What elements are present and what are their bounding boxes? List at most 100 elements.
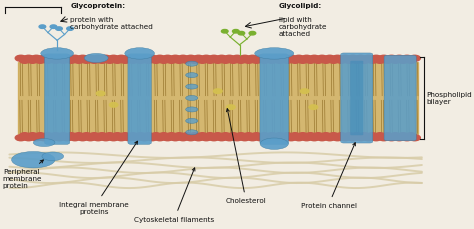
Circle shape — [201, 56, 212, 62]
Circle shape — [293, 56, 304, 62]
Text: Glycoprotein:: Glycoprotein: — [70, 3, 125, 9]
Ellipse shape — [84, 54, 108, 63]
Circle shape — [244, 59, 254, 64]
Circle shape — [19, 59, 30, 64]
Circle shape — [100, 56, 111, 62]
Text: Peripheral
membrane
protein: Peripheral membrane protein — [3, 160, 43, 188]
Circle shape — [332, 135, 343, 141]
Circle shape — [324, 56, 336, 62]
Circle shape — [170, 56, 181, 62]
Circle shape — [146, 135, 158, 141]
Circle shape — [38, 56, 50, 62]
Circle shape — [251, 59, 262, 64]
FancyBboxPatch shape — [350, 61, 363, 136]
Text: Glycolipid:: Glycolipid: — [279, 3, 322, 9]
Circle shape — [406, 133, 416, 139]
Circle shape — [112, 59, 122, 64]
Circle shape — [166, 133, 176, 139]
Circle shape — [247, 135, 258, 141]
Text: Cytoskeletal filaments: Cytoskeletal filaments — [134, 168, 215, 222]
Circle shape — [347, 135, 358, 141]
Circle shape — [371, 135, 382, 141]
Circle shape — [116, 135, 127, 141]
FancyBboxPatch shape — [128, 55, 151, 145]
Ellipse shape — [255, 49, 294, 60]
Circle shape — [390, 133, 401, 139]
Circle shape — [97, 133, 107, 139]
Circle shape — [251, 133, 262, 139]
Circle shape — [66, 59, 76, 64]
Circle shape — [317, 56, 328, 62]
Text: Cholesterol: Cholesterol — [226, 109, 266, 204]
Circle shape — [54, 135, 65, 141]
Text: lipid with
carbohydrate
attached: lipid with carbohydrate attached — [279, 17, 327, 37]
Circle shape — [359, 133, 370, 139]
Circle shape — [109, 103, 118, 108]
Circle shape — [355, 135, 366, 141]
Circle shape — [51, 59, 61, 64]
Circle shape — [401, 135, 413, 141]
Circle shape — [332, 56, 343, 62]
Circle shape — [309, 135, 320, 141]
Ellipse shape — [33, 139, 55, 147]
Ellipse shape — [186, 107, 198, 112]
Circle shape — [262, 56, 273, 62]
Circle shape — [344, 59, 354, 64]
Circle shape — [228, 59, 238, 64]
Circle shape — [89, 59, 100, 64]
Circle shape — [313, 133, 323, 139]
Ellipse shape — [42, 152, 64, 161]
Ellipse shape — [41, 49, 73, 60]
Circle shape — [139, 135, 150, 141]
Circle shape — [143, 59, 154, 64]
Ellipse shape — [186, 73, 198, 78]
Circle shape — [339, 56, 351, 62]
Circle shape — [290, 133, 300, 139]
Circle shape — [409, 56, 420, 62]
Circle shape — [262, 135, 273, 141]
Circle shape — [301, 90, 309, 94]
Circle shape — [197, 59, 208, 64]
Circle shape — [120, 59, 130, 64]
Circle shape — [285, 56, 297, 62]
Circle shape — [105, 59, 115, 64]
Circle shape — [267, 133, 277, 139]
Circle shape — [105, 133, 115, 139]
Text: Integral membrane
proteins: Integral membrane proteins — [59, 142, 137, 214]
Circle shape — [143, 133, 154, 139]
Circle shape — [74, 133, 84, 139]
Circle shape — [309, 56, 320, 62]
Circle shape — [321, 59, 331, 64]
Circle shape — [371, 56, 382, 62]
Circle shape — [239, 135, 250, 141]
Circle shape — [67, 28, 73, 31]
Circle shape — [182, 59, 192, 64]
Ellipse shape — [186, 130, 198, 135]
Circle shape — [31, 135, 42, 141]
Circle shape — [136, 133, 146, 139]
Circle shape — [244, 133, 254, 139]
Circle shape — [66, 133, 76, 139]
Circle shape — [128, 133, 138, 139]
Circle shape — [339, 135, 351, 141]
Circle shape — [378, 56, 390, 62]
FancyBboxPatch shape — [341, 54, 373, 143]
Text: Phospholipid
bilayer: Phospholipid bilayer — [426, 92, 472, 105]
Circle shape — [85, 56, 96, 62]
Circle shape — [116, 56, 127, 62]
Circle shape — [170, 135, 181, 141]
Circle shape — [27, 133, 37, 139]
Circle shape — [77, 56, 88, 62]
Circle shape — [82, 59, 91, 64]
Circle shape — [82, 133, 91, 139]
Circle shape — [58, 133, 68, 139]
Circle shape — [224, 56, 235, 62]
Circle shape — [298, 59, 308, 64]
Circle shape — [324, 135, 336, 141]
Circle shape — [35, 59, 46, 64]
Circle shape — [386, 56, 397, 62]
Circle shape — [355, 56, 366, 62]
Circle shape — [208, 135, 219, 141]
Circle shape — [43, 59, 53, 64]
Circle shape — [274, 59, 285, 64]
